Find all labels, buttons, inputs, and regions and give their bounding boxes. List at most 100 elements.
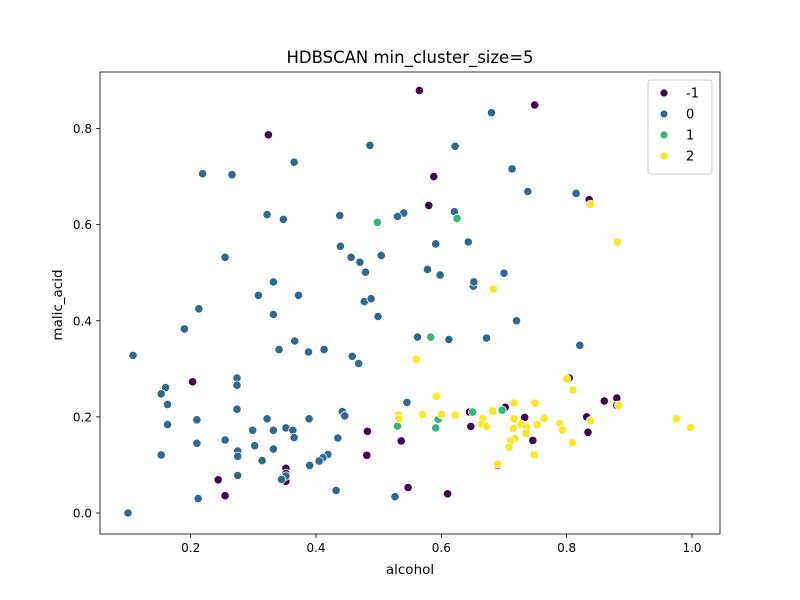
data-point: [162, 419, 173, 430]
y-tick-label: 0.4: [73, 314, 92, 328]
data-point: [193, 493, 203, 504]
data-point: [289, 432, 299, 443]
data-point: [220, 491, 230, 501]
data-point: [499, 268, 509, 278]
data-point: [162, 399, 173, 409]
data-point: [198, 169, 208, 179]
legend-marker: [659, 88, 669, 98]
cluster-1-points: [372, 213, 507, 433]
data-point: [571, 188, 581, 198]
data-point: [232, 404, 242, 414]
legend: -1 0 1 2: [647, 79, 713, 175]
data-point: [452, 213, 462, 223]
x-tick-label: 0.2: [181, 541, 200, 555]
legend-marker: [659, 109, 669, 119]
data-point: [529, 450, 539, 460]
data-point: [319, 344, 329, 355]
data-point: [614, 400, 624, 410]
data-point: [557, 425, 567, 435]
y-tick-label: 0.2: [73, 410, 92, 424]
data-point: [583, 427, 593, 437]
data-point: [293, 290, 304, 300]
legend-label: 0: [686, 108, 694, 123]
data-point: [355, 257, 365, 267]
data-point: [488, 406, 498, 416]
data-point: [227, 170, 237, 180]
data-point: [509, 414, 519, 424]
data-point: [220, 252, 230, 262]
data-point: [530, 398, 540, 408]
data-point: [278, 214, 288, 224]
data-point: [444, 334, 454, 345]
data-point: [426, 332, 436, 342]
data-point: [290, 336, 300, 346]
data-point: [394, 414, 404, 424]
data-point: [268, 444, 278, 454]
data-point: [530, 100, 540, 110]
data-point: [268, 425, 278, 435]
data-point: [481, 421, 492, 432]
data-point: [469, 277, 479, 287]
data-point: [123, 508, 133, 518]
data-point: [188, 377, 198, 387]
data-point: [233, 451, 243, 461]
data-point: [366, 294, 376, 304]
data-point: [362, 426, 372, 436]
data-point: [585, 199, 596, 210]
data-point: [274, 344, 284, 355]
data-point: [192, 415, 202, 425]
data-point: [612, 237, 623, 247]
data-point: [509, 398, 519, 408]
data-point: [250, 441, 260, 451]
data-point: [481, 333, 492, 343]
data-point: [248, 425, 258, 435]
data-point: [463, 237, 473, 247]
y-axis: 0.0 0.2 0.4 0.6 0.8: [73, 122, 100, 521]
data-point: [450, 410, 460, 420]
cluster-2-points: [394, 199, 696, 469]
data-point: [232, 380, 242, 390]
data-point: [442, 489, 453, 499]
data-point: [686, 422, 696, 433]
data-point: [507, 164, 517, 174]
data-point: [365, 140, 375, 150]
data-point: [599, 396, 609, 406]
data-point: [486, 108, 497, 118]
data-point: [262, 210, 272, 220]
data-point: [431, 391, 441, 401]
data-point: [508, 423, 519, 433]
data-point: [233, 470, 243, 481]
data-point: [468, 407, 478, 417]
data-point: [179, 324, 189, 334]
data-point: [671, 414, 681, 424]
data-point: [568, 385, 578, 395]
y-tick-label: 0.6: [73, 218, 92, 232]
data-point: [523, 186, 533, 197]
data-point: [314, 456, 324, 466]
y-axis-label: malic_acid: [50, 269, 66, 340]
data-point: [414, 86, 424, 96]
data-point: [347, 351, 357, 361]
data-point: [263, 130, 273, 140]
x-tick-label: 0.4: [306, 541, 325, 555]
data-point: [429, 172, 439, 182]
data-point: [424, 200, 434, 210]
data-point: [504, 442, 514, 452]
x-tick-label: 0.6: [432, 541, 451, 555]
legend-marker: [659, 151, 669, 161]
data-point: [268, 309, 278, 320]
data-point: [333, 433, 343, 443]
data-point: [268, 277, 278, 287]
data-point: [262, 414, 272, 424]
y-tick-label: 0.8: [73, 122, 92, 136]
data-point: [412, 332, 423, 342]
data-point: [435, 270, 445, 280]
legend-label: 1: [686, 129, 694, 144]
data-point: [528, 435, 538, 445]
data-point: [213, 475, 223, 485]
data-point: [257, 455, 267, 466]
data-point: [372, 217, 382, 227]
scatter-points: [123, 86, 696, 518]
data-point: [335, 241, 345, 251]
